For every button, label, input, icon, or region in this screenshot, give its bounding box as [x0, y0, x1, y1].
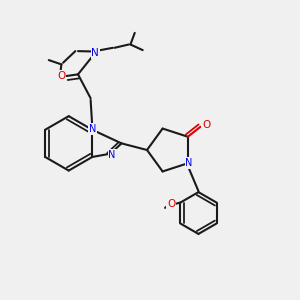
Text: O: O	[167, 199, 175, 209]
Text: O: O	[202, 120, 211, 130]
Text: N: N	[109, 150, 116, 160]
Text: O: O	[57, 71, 65, 81]
Text: N: N	[92, 48, 99, 58]
Text: N: N	[185, 158, 193, 168]
Text: N: N	[88, 124, 96, 134]
